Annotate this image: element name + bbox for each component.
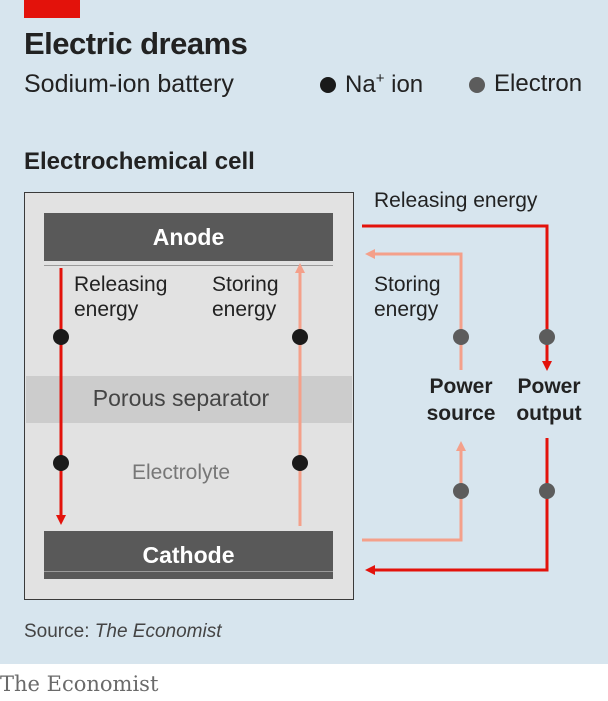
source-name: The Economist [94,621,222,642]
storing-energy-inside-label: Storing energy [212,272,279,322]
ion-dot-releasing-lower [53,455,69,471]
electron-dot-releasing-lower [539,483,555,499]
power-output-label: Power output [494,373,604,427]
source-prefix: Source: [24,621,95,642]
legend-ion-text: Na [345,71,376,98]
legend-electron-dot [469,77,485,93]
source-note: Source: The Economist [24,621,222,643]
power-source-label: Power source [406,373,516,427]
legend-ion-dot [320,77,336,93]
storing-energy-circuit-label: Storing energy [374,272,441,322]
releasing-energy-circuit-label: Releasing energy [374,189,538,212]
separator-label: Porous separator [92,385,270,411]
releasing-energy-inside-label: Releasing energy [74,272,167,322]
power-output-line-2: output [516,402,582,425]
storing-circuit-upper [365,249,463,370]
ion-dot-storing-upper [292,329,308,345]
brand-wordmark: The Economist [0,672,159,696]
storing-circuit-lower [362,441,466,542]
releasing-circuit-upper [362,224,552,371]
legend-electron-label: Electron [494,70,583,97]
releasing-circuit-lower [365,438,549,575]
power-output-line-1: Power [517,375,581,398]
storing-circuit-line-1: Storing [374,273,441,296]
brand-red-tag [24,0,80,18]
section-title: Electrochemical cell [24,148,255,175]
anode-underline [44,265,333,266]
storing-inside-line-1: Storing [212,273,279,296]
porous-separator [26,376,352,423]
releasing-inside-line-1: Releasing [74,273,168,296]
electrolyte-label: Electrolyte [131,461,231,484]
cathode-divider [44,571,333,572]
legend-ion-suffix: ion [384,71,424,98]
ion-dot-storing-lower [292,455,308,471]
legend-ion-superscript: + [375,70,385,87]
electron-dot-releasing-upper [539,329,555,345]
chart-subtitle: Sodium-ion battery [24,70,234,98]
electron-dot-storing-lower [453,483,469,499]
electron-dot-storing-upper [453,329,469,345]
anode: Anode [44,213,333,261]
releasing-inside-line-2: energy [74,298,139,321]
legend-ion-label: Na+ ion [345,70,423,99]
storing-circuit-line-2: energy [374,298,439,321]
chart-title: Electric dreams [24,26,248,61]
ion-dot-releasing-upper [53,329,69,345]
power-source-line-2: source [426,402,496,425]
power-source-line-1: Power [429,375,493,398]
storing-inside-line-2: energy [212,298,277,321]
